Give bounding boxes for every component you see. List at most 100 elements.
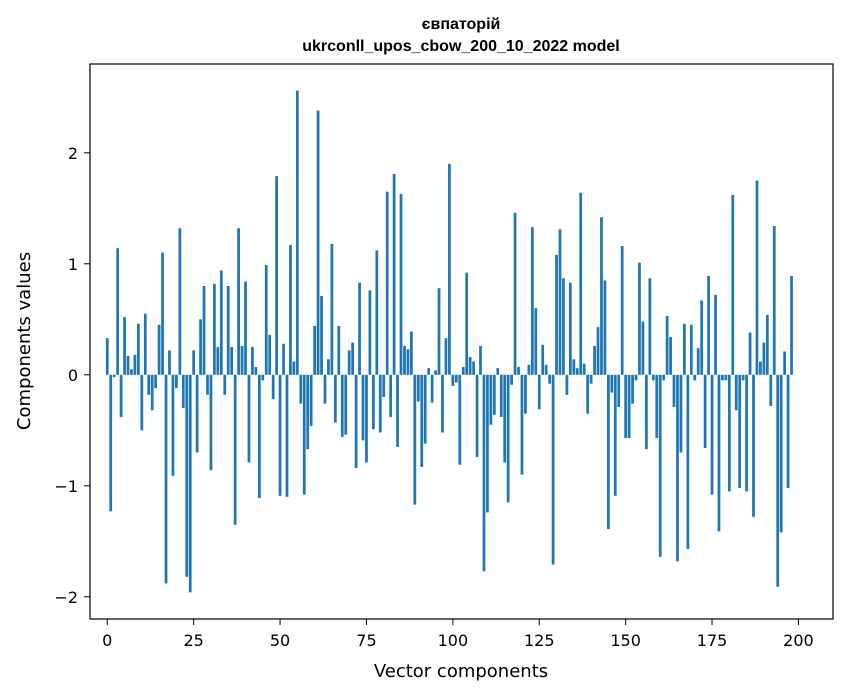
bar [382,374,386,397]
bar [333,374,337,423]
x-tick-label: 50 [270,631,290,650]
bar [651,374,655,381]
bar [631,374,634,404]
bar [133,354,137,375]
bar [676,374,679,562]
bar [779,374,783,533]
bar [202,286,206,375]
bar [755,180,759,375]
bar [437,288,441,375]
bar [378,374,382,433]
bar [271,374,275,400]
bar [603,280,607,375]
bar [410,331,413,375]
bar [717,374,721,532]
bar [344,374,348,435]
x-tick-label: 125 [524,631,555,650]
bar [472,361,475,375]
bar [413,374,417,505]
bar [396,374,399,447]
bar [586,374,590,414]
x-axis-label: Vector components [374,661,548,682]
bar [112,374,116,378]
bar [710,374,714,495]
bar [441,374,444,433]
bar [261,374,265,381]
bar [503,374,507,463]
bar [275,176,278,375]
bar [693,374,697,381]
chart-title: євпаторій [422,16,501,33]
bar [316,110,320,375]
bar [714,294,717,375]
bar [247,374,251,463]
bar [140,374,144,431]
bar [527,364,531,375]
bar [762,342,766,375]
bar [790,276,793,375]
bar [195,374,199,453]
bar [475,374,479,457]
x-tick-label: 200 [783,631,814,650]
bar [765,314,769,375]
bar [389,374,393,417]
bar [641,321,645,375]
bar [354,374,358,469]
bar [596,327,600,375]
bar [130,369,133,375]
bar [119,374,123,417]
bar [520,374,524,475]
bar [731,194,735,375]
bar [126,355,130,375]
bar [105,338,109,375]
bar [727,374,731,492]
bar [206,374,209,395]
y-tick-label: 1 [68,255,78,274]
bar [150,374,154,411]
bar [541,344,545,375]
y-tick-label: −2 [54,588,78,607]
bar [617,374,621,407]
y-tick-label: −1 [54,477,78,496]
bar [468,357,472,375]
bar [240,345,244,375]
bar [257,374,261,499]
x-tick-label: 100 [438,631,469,650]
bar [237,228,240,375]
bar [506,374,510,503]
y-axis-ticks: −2 −1 0 1 2 [54,144,90,607]
bar [548,374,551,384]
y-axis-label: Components values [14,252,35,430]
bar [268,334,272,375]
bar [147,374,151,395]
bar [299,374,303,404]
bar [524,374,527,414]
bar [482,374,486,572]
x-tick-label: 150 [610,631,641,650]
bar [154,374,158,389]
bar [589,374,593,384]
bar [340,374,344,437]
bar [137,323,140,375]
bar [302,374,306,495]
bar [320,295,323,375]
bar [745,374,748,492]
y-tick-label: 0 [68,366,78,385]
bar [759,361,762,375]
bar [375,250,379,375]
bar [168,350,171,375]
bar [420,374,424,467]
bar [662,374,666,381]
bar [289,244,292,375]
bar [465,272,469,375]
bar [558,229,562,375]
bar [233,374,237,525]
bar [219,270,223,375]
bar [783,351,786,375]
y-tick-label: 2 [68,144,78,163]
bar [645,374,648,450]
bar [185,374,189,577]
bar [568,282,572,375]
bar [772,226,776,375]
bar [223,374,227,395]
